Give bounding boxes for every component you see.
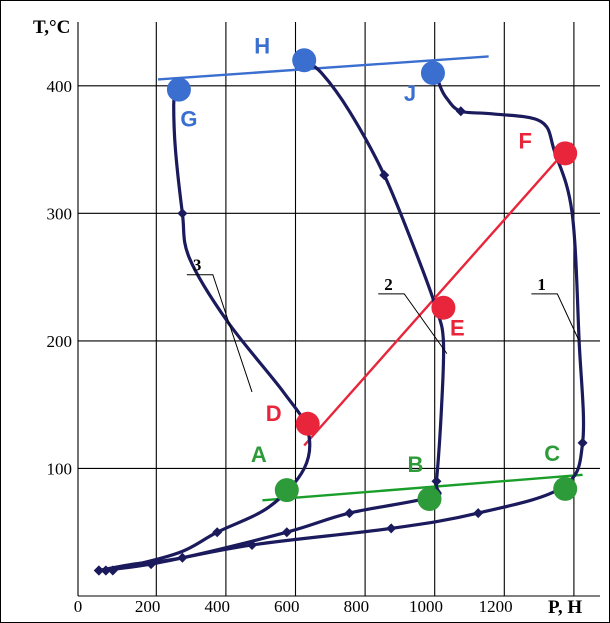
x-tick-label: 600 xyxy=(274,597,300,616)
point-d-marker xyxy=(295,411,320,436)
point-b-marker xyxy=(417,487,442,512)
reference-line xyxy=(262,473,583,502)
curve-2-marker xyxy=(344,508,355,519)
point-h-marker xyxy=(292,48,317,73)
curve-2-marker xyxy=(281,527,292,538)
y-axis-label: T,°C xyxy=(33,17,70,38)
curve-1 xyxy=(97,70,586,573)
point-f-marker xyxy=(553,141,578,166)
point-a-label: A xyxy=(251,442,267,467)
x-axis-label: P, Н xyxy=(548,597,582,618)
curve-2 xyxy=(97,58,446,573)
point-d-label: D xyxy=(266,401,282,426)
point-b-label: B xyxy=(408,452,424,477)
curve-3 xyxy=(97,86,312,573)
point-f-label: F xyxy=(518,128,531,153)
curve-3-marker xyxy=(212,527,223,538)
curve-3-marker xyxy=(93,565,104,576)
point-j-label: J xyxy=(404,81,416,106)
reference-line xyxy=(303,142,574,447)
curve-1-marker xyxy=(577,437,588,448)
point-e-marker xyxy=(431,295,456,320)
y-tick-label: 100 xyxy=(47,459,73,478)
x-tick-label: 800 xyxy=(344,597,370,616)
curve-1-marker xyxy=(386,523,397,534)
curve-labels: 1 2 3 xyxy=(186,256,580,393)
y-tick-label: 400 xyxy=(47,77,73,96)
curve-1-marker xyxy=(455,106,466,117)
curve-label-leader xyxy=(186,274,253,393)
y-tick-label: 300 xyxy=(47,204,73,223)
point-j-marker xyxy=(420,61,445,86)
x-tick-label: 200 xyxy=(135,597,161,616)
point-h-label: H xyxy=(254,33,270,58)
x-tick-label: 400 xyxy=(204,597,230,616)
y-tick-label: 200 xyxy=(47,332,73,351)
reference-lines xyxy=(157,55,583,502)
state-points: A B C D E F G H J xyxy=(166,33,578,512)
curve-label-leader xyxy=(531,293,580,342)
point-a-marker xyxy=(274,478,299,503)
x-tick-label: 1000 xyxy=(409,597,443,616)
point-e-label: E xyxy=(450,316,465,341)
curve-2-marker xyxy=(177,552,188,563)
curve-label-3: 3 xyxy=(193,256,202,275)
curve-2-marker xyxy=(379,170,390,181)
reference-line xyxy=(157,55,489,81)
curve-1-marker xyxy=(473,508,484,519)
curve-label-1: 1 xyxy=(537,275,546,294)
point-c-label: C xyxy=(544,441,560,466)
curve-label-leader xyxy=(378,293,448,354)
curve-3-marker xyxy=(177,208,188,219)
point-g-marker xyxy=(166,77,191,102)
curves xyxy=(93,58,588,576)
x-tick-label: 0 xyxy=(74,597,83,616)
curve-2-marker xyxy=(431,476,442,487)
grid xyxy=(77,22,600,597)
point-g-label: G xyxy=(180,107,197,132)
x-tick-label: 1200 xyxy=(479,597,513,616)
point-c-marker xyxy=(553,476,578,501)
curve-label-2: 2 xyxy=(384,275,393,294)
tick-labels: 0 200 400 600 800 1000 1200 100 200 300 400 xyxy=(47,77,513,616)
